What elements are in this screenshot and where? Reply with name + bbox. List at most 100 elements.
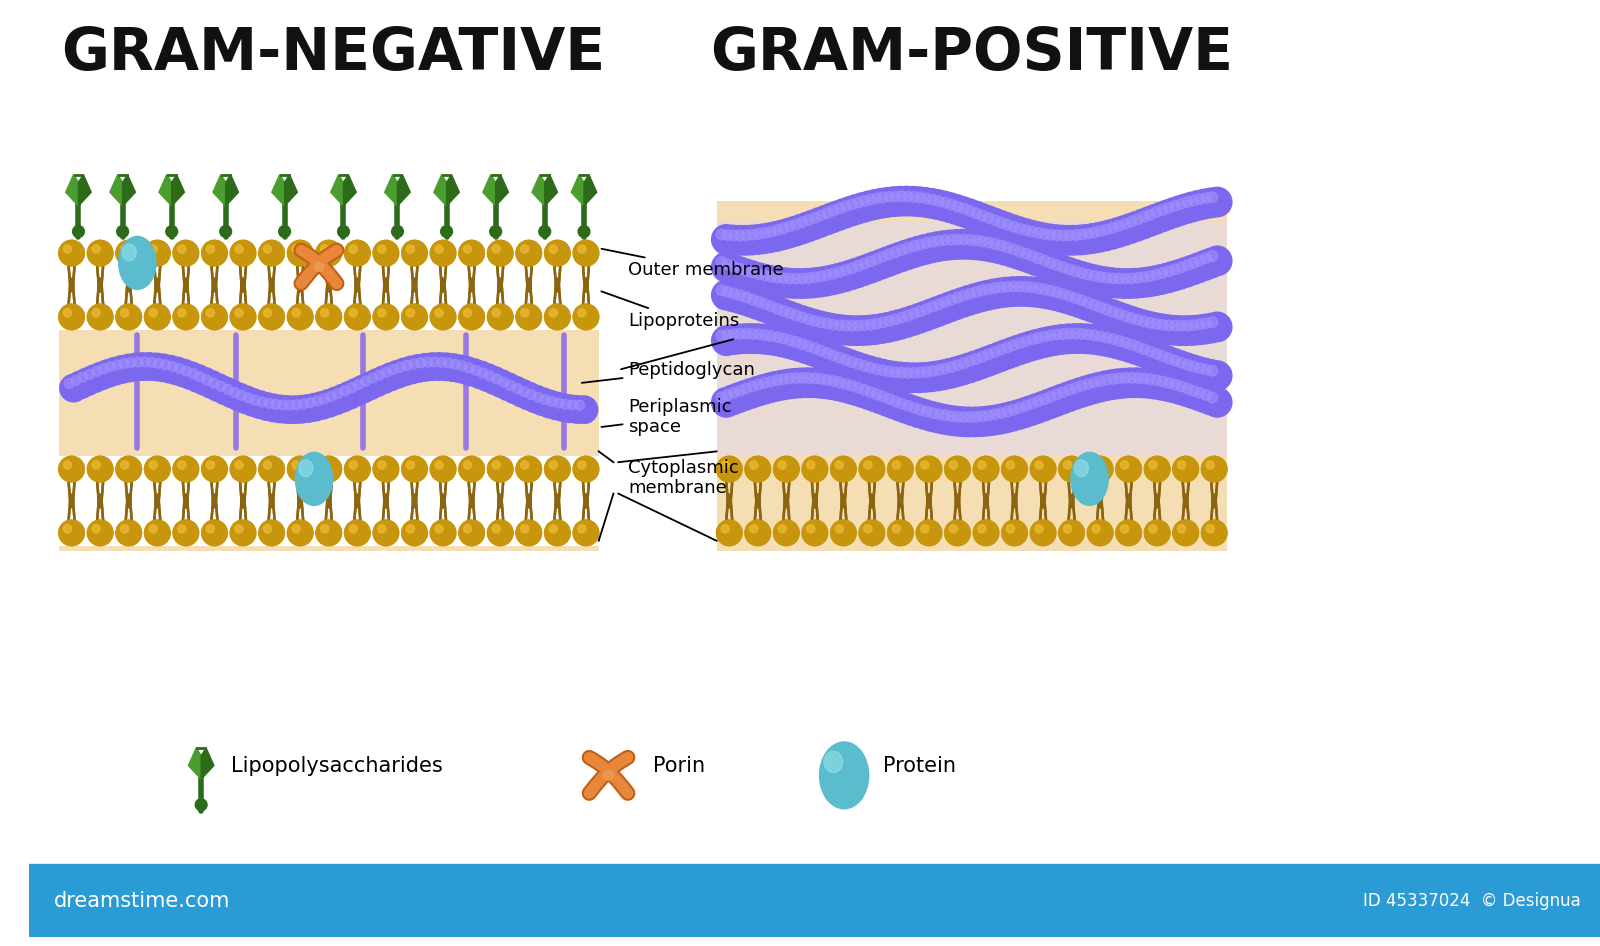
Circle shape [78, 373, 88, 382]
Circle shape [1200, 253, 1211, 264]
Circle shape [1120, 273, 1131, 284]
Circle shape [859, 456, 885, 482]
Circle shape [206, 308, 214, 317]
Circle shape [357, 372, 384, 399]
Circle shape [373, 520, 398, 546]
Circle shape [1206, 525, 1214, 533]
Circle shape [293, 308, 301, 317]
Circle shape [166, 226, 178, 237]
Circle shape [816, 317, 826, 327]
Circle shape [317, 240, 341, 266]
Circle shape [786, 215, 816, 244]
Circle shape [792, 334, 822, 363]
Circle shape [778, 461, 786, 469]
Circle shape [1126, 273, 1138, 284]
Circle shape [573, 240, 598, 266]
Circle shape [779, 304, 810, 333]
Circle shape [1139, 316, 1149, 326]
Circle shape [891, 307, 922, 337]
Circle shape [115, 520, 141, 546]
Circle shape [915, 306, 925, 317]
Circle shape [170, 359, 198, 387]
Circle shape [173, 240, 198, 266]
Circle shape [280, 396, 309, 424]
Circle shape [430, 520, 456, 546]
Circle shape [1176, 381, 1187, 392]
Circle shape [917, 188, 946, 219]
Circle shape [1182, 260, 1192, 271]
Circle shape [722, 230, 733, 240]
Circle shape [936, 359, 965, 388]
Bar [717, 220, 1227, 456]
Circle shape [766, 226, 776, 236]
Circle shape [459, 456, 485, 482]
Circle shape [312, 396, 322, 406]
Circle shape [202, 305, 227, 329]
Circle shape [1115, 214, 1146, 243]
Circle shape [1202, 456, 1227, 482]
Circle shape [984, 237, 994, 248]
Circle shape [168, 361, 178, 372]
Circle shape [909, 403, 920, 413]
Circle shape [728, 289, 739, 299]
Circle shape [718, 325, 747, 355]
Circle shape [1182, 383, 1192, 394]
Circle shape [990, 277, 1021, 307]
Circle shape [1126, 217, 1138, 227]
Circle shape [760, 377, 770, 388]
Circle shape [178, 525, 186, 533]
Circle shape [722, 259, 733, 270]
Circle shape [944, 456, 970, 482]
Circle shape [848, 377, 878, 408]
Circle shape [1133, 214, 1142, 224]
Circle shape [416, 358, 426, 368]
Circle shape [883, 191, 894, 202]
Circle shape [360, 377, 371, 386]
Circle shape [986, 278, 1014, 307]
Polygon shape [226, 175, 238, 206]
Circle shape [760, 271, 770, 281]
Circle shape [149, 308, 157, 317]
Circle shape [952, 201, 963, 212]
Circle shape [274, 395, 301, 423]
Circle shape [373, 520, 398, 546]
Circle shape [464, 363, 474, 373]
Circle shape [206, 461, 214, 469]
Circle shape [971, 354, 981, 364]
Circle shape [544, 456, 570, 482]
Circle shape [1064, 525, 1072, 533]
Circle shape [491, 374, 502, 384]
Circle shape [1158, 316, 1189, 345]
Circle shape [149, 461, 157, 469]
Circle shape [830, 315, 859, 344]
Circle shape [74, 368, 101, 395]
Circle shape [270, 399, 282, 410]
Circle shape [106, 361, 115, 372]
Circle shape [464, 245, 472, 254]
Circle shape [250, 395, 261, 405]
Circle shape [1010, 241, 1040, 271]
Circle shape [1064, 461, 1072, 469]
Circle shape [904, 236, 934, 266]
Circle shape [859, 385, 870, 395]
Circle shape [1030, 520, 1056, 546]
Circle shape [342, 378, 370, 406]
Circle shape [470, 365, 482, 376]
Circle shape [750, 461, 758, 469]
Circle shape [803, 272, 814, 284]
Circle shape [1134, 267, 1163, 297]
Circle shape [101, 358, 128, 385]
Circle shape [1171, 377, 1202, 406]
Circle shape [488, 240, 514, 266]
Circle shape [859, 258, 870, 269]
Circle shape [178, 362, 205, 390]
Circle shape [1101, 332, 1112, 342]
Circle shape [760, 228, 770, 238]
Circle shape [949, 461, 957, 469]
Circle shape [1163, 353, 1174, 363]
Circle shape [830, 373, 859, 402]
Circle shape [1094, 331, 1106, 342]
Circle shape [1178, 192, 1206, 221]
Circle shape [515, 382, 542, 410]
Circle shape [816, 271, 826, 282]
